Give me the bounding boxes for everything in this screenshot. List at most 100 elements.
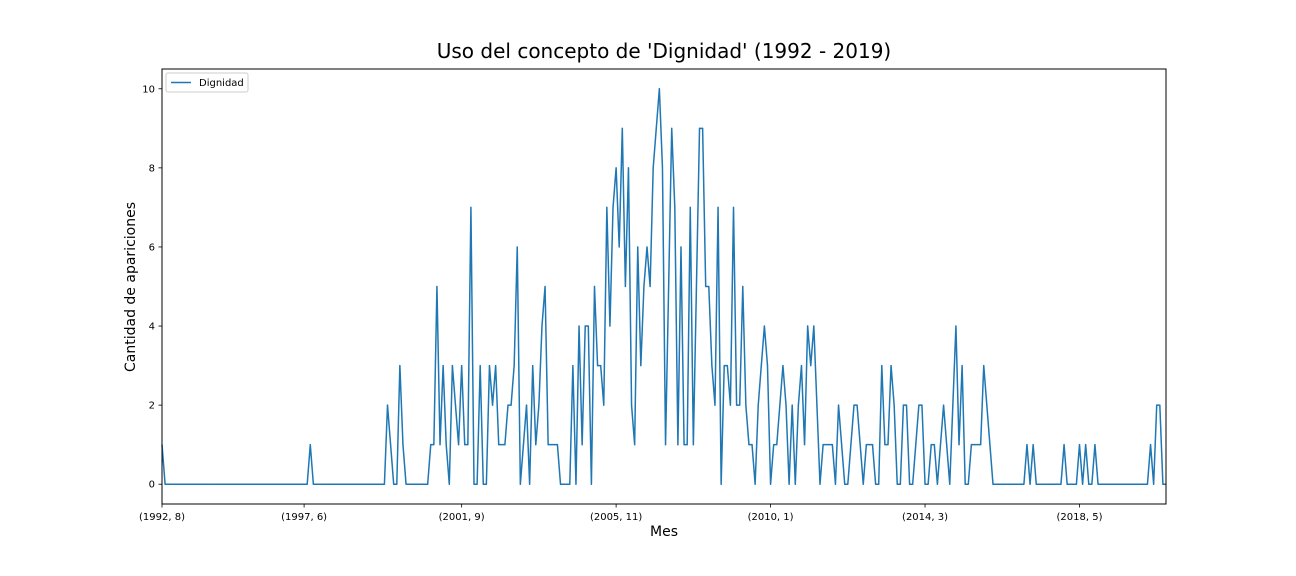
x-tick-label: (2014, 3)	[902, 512, 948, 523]
data-point	[627, 167, 630, 169]
data-point	[411, 483, 413, 485]
data-point	[423, 483, 426, 485]
data-point	[791, 404, 793, 406]
data-point	[495, 364, 497, 367]
data-point	[467, 444, 469, 446]
data-point	[288, 483, 290, 485]
data-point	[671, 127, 673, 129]
data-point	[550, 444, 552, 446]
data-point	[973, 444, 976, 446]
data-point	[1054, 483, 1056, 485]
data-point	[179, 483, 182, 485]
data-point	[949, 483, 951, 485]
data-point	[266, 483, 268, 485]
x-tick-label: (2018, 5)	[1057, 512, 1103, 523]
data-point	[702, 127, 704, 129]
data-point	[921, 404, 923, 406]
data-point	[457, 444, 460, 446]
data-point	[853, 404, 855, 406]
data-point	[918, 404, 920, 406]
data-point	[1153, 483, 1155, 485]
data-point	[343, 483, 345, 485]
data-point	[303, 483, 305, 485]
data-point	[516, 246, 518, 248]
data-point	[989, 444, 991, 446]
data-point	[1007, 483, 1010, 485]
data-point	[1156, 404, 1158, 406]
data-point	[566, 483, 568, 485]
data-point	[841, 444, 843, 446]
data-point	[711, 364, 713, 367]
data-point	[420, 483, 423, 485]
data-point	[217, 483, 219, 485]
data-point	[1122, 483, 1124, 485]
data-point	[726, 364, 728, 367]
data-point	[464, 444, 466, 446]
data-point	[204, 483, 206, 485]
data-point	[668, 285, 670, 288]
data-point	[207, 483, 209, 485]
series-layer	[161, 88, 1167, 485]
data-point	[899, 483, 901, 485]
data-point	[470, 206, 472, 209]
data-point	[232, 483, 234, 485]
data-point	[300, 483, 302, 485]
data-point	[958, 444, 960, 446]
data-point	[723, 364, 725, 367]
x-tick-label: (2005, 11)	[590, 512, 642, 523]
y-tick-label: 0	[149, 480, 155, 491]
data-point	[405, 483, 407, 485]
data-point	[417, 483, 420, 485]
data-point	[976, 444, 979, 446]
data-point	[281, 483, 284, 485]
data-point	[896, 483, 898, 485]
data-point	[717, 206, 719, 209]
data-point	[1017, 483, 1019, 485]
data-point	[1066, 483, 1068, 485]
data-point	[1051, 483, 1053, 485]
data-point	[569, 483, 571, 485]
data-point	[390, 444, 392, 446]
data-point	[1020, 483, 1022, 485]
data-point	[393, 483, 395, 485]
data-point	[902, 404, 905, 406]
data-point	[195, 483, 197, 485]
data-point	[856, 404, 858, 406]
data-point	[890, 364, 892, 367]
data-point	[986, 404, 988, 406]
data-point	[485, 483, 487, 485]
data-point	[998, 483, 1000, 485]
data-point	[720, 483, 722, 485]
data-point	[229, 483, 231, 485]
data-point	[837, 404, 840, 406]
data-point	[210, 483, 213, 485]
data-point	[1057, 483, 1059, 485]
data-point	[590, 483, 593, 485]
legend: Dignidad	[165, 72, 249, 93]
data-point	[769, 483, 772, 485]
data-point	[983, 364, 985, 367]
data-point	[952, 404, 954, 406]
data-point	[1029, 483, 1031, 485]
data-point	[609, 325, 611, 327]
data-point	[442, 364, 444, 367]
data-point	[946, 444, 948, 446]
data-point	[183, 483, 185, 485]
data-point	[810, 364, 812, 367]
data-point	[192, 483, 194, 485]
data-point	[698, 127, 701, 129]
data-point	[970, 444, 972, 446]
data-point	[686, 444, 688, 446]
data-point	[294, 483, 296, 485]
data-point	[596, 364, 599, 367]
data-point	[167, 483, 169, 485]
data-point	[881, 364, 883, 367]
data-point	[365, 483, 367, 485]
series-line-dignidad	[161, 88, 1166, 485]
data-point	[803, 444, 806, 446]
data-point	[476, 483, 478, 485]
data-point	[822, 444, 824, 446]
data-point	[1106, 483, 1108, 485]
data-point	[1162, 483, 1164, 485]
data-point	[612, 206, 614, 209]
